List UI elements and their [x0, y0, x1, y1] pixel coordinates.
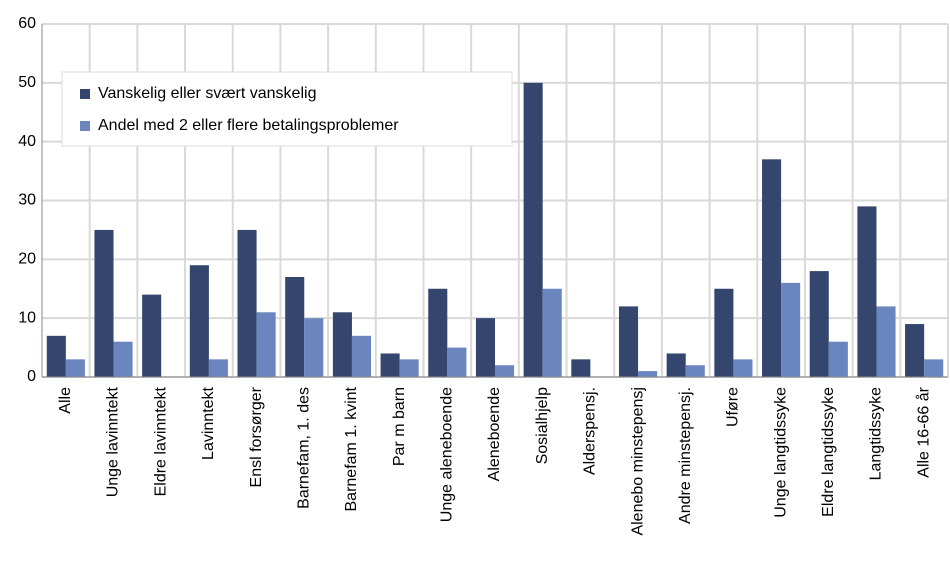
bar: [781, 282, 801, 377]
bar: [828, 341, 848, 377]
y-tick-label: 50: [18, 74, 36, 91]
bar: [46, 335, 66, 377]
bar: [685, 365, 705, 377]
bar: [65, 359, 85, 377]
bar: [428, 288, 448, 377]
x-tick-label: Unge lavinntekt: [105, 386, 122, 497]
x-tick-label: Aleneboende: [486, 387, 503, 481]
bar: [495, 365, 515, 377]
bar: [94, 229, 114, 377]
bar: [809, 271, 829, 377]
bar: [380, 353, 400, 377]
bar: [237, 229, 257, 377]
x-tick-label: Eldre lavinntekt: [152, 386, 169, 496]
y-tick-label: 60: [18, 15, 36, 32]
bar: [733, 359, 753, 377]
x-tick-label: Alderspensj.: [582, 387, 599, 475]
x-tick-label: Ensl forsørger: [248, 386, 265, 487]
bar: [475, 318, 495, 377]
x-tick-label: Alle: [57, 387, 74, 414]
bar: [571, 359, 591, 377]
x-tick-label: Barnefam, 1. des: [295, 387, 312, 509]
bar: [142, 294, 162, 377]
legend-swatch: [80, 121, 90, 131]
y-tick-label: 30: [18, 192, 36, 209]
legend-label: Vanskelig eller svært vanskelig: [98, 85, 316, 102]
x-tick-label: Langtidssyke: [868, 387, 885, 480]
bar: [876, 306, 896, 377]
bar: [905, 324, 925, 377]
bar: [285, 276, 305, 377]
bar: [189, 265, 209, 377]
bar: [399, 359, 419, 377]
bar: [523, 82, 543, 377]
bar: [857, 206, 877, 377]
x-tick-label: Alle 16-66 år: [914, 386, 932, 477]
legend-swatch: [80, 89, 90, 99]
legend-label: Andel med 2 eller flere betalingsproblem…: [98, 117, 399, 134]
y-tick-label: 20: [18, 251, 36, 268]
y-tick-label: 10: [18, 309, 36, 326]
bar: [714, 288, 734, 377]
x-tick-label: Eldre langtidssyke: [820, 387, 837, 517]
bar: [638, 371, 658, 377]
x-tick-label: Sosialhjelp: [534, 387, 551, 464]
bar: [762, 159, 782, 377]
legend-box: [61, 71, 513, 147]
bar: [332, 312, 352, 377]
bar: [208, 359, 228, 377]
x-tick-label: Andre minstepensj.: [677, 387, 694, 524]
x-tick-label: Unge langtidssyke: [772, 387, 789, 518]
bar: [447, 347, 467, 377]
x-tick-label: Unge aleneboende: [439, 387, 456, 522]
x-tick-label: Par m barn: [391, 387, 408, 466]
x-tick-label: Lavinntekt: [200, 386, 217, 459]
x-tick-label: Uføre: [725, 387, 742, 427]
x-tick-label: Barnefam 1. kvint: [343, 386, 360, 511]
bar: [351, 335, 372, 377]
y-tick-label: 40: [18, 133, 36, 150]
bar: [113, 341, 133, 377]
bar: [542, 288, 562, 377]
x-tick-label: Alenebo minstepensj: [629, 387, 646, 536]
y-tick-label: 0: [27, 368, 36, 385]
bar: [304, 318, 324, 377]
bar: [666, 353, 686, 377]
bar: [256, 312, 276, 377]
bar: [924, 359, 944, 377]
bar: [618, 306, 639, 377]
